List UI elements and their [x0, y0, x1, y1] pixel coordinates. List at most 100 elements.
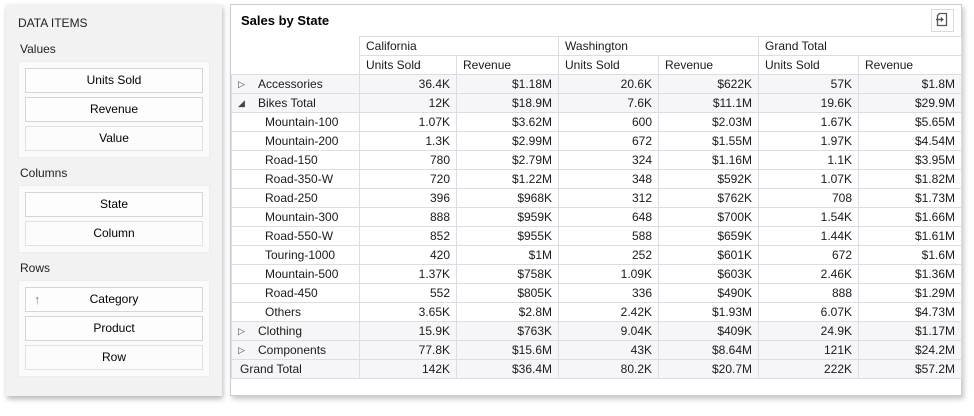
column-header-grand-total[interactable]: Grand Total: [758, 36, 963, 56]
expand-icon[interactable]: ▷: [238, 345, 245, 355]
value-cell: $24.2M: [858, 340, 963, 360]
table-row: Road-550-W 852 $955K 588 $659K 1.44K $1.61M: [231, 226, 963, 246]
value-cell: 12K: [359, 93, 457, 113]
value-cell: $1.16M: [658, 150, 760, 170]
table-row: Touring-1000 420 $1M 252 $601K 672 $1.6M: [231, 245, 963, 265]
value-cell: $1.8M: [858, 74, 963, 94]
field-chip-category[interactable]: ↑ Category: [25, 287, 203, 312]
pivot-title: Sales by State: [241, 13, 330, 28]
table-row: Road-350-W 720 $1.22M 348 $592K 1.07K $1.82M: [231, 169, 963, 189]
row-label: Road-550-W: [231, 226, 360, 246]
column-header-washington[interactable]: Washington: [558, 36, 760, 56]
field-chip-product[interactable]: Product: [25, 316, 203, 341]
row-label-text: Components: [258, 343, 327, 357]
value-cell: $18.9M: [455, 93, 560, 113]
field-chip-label: Category: [89, 292, 139, 306]
value-cell: $4.54M: [858, 131, 963, 151]
export-icon: [935, 12, 950, 30]
value-cell: 1.07K: [359, 112, 457, 132]
field-chip-state[interactable]: State: [25, 192, 203, 217]
value-cell: $20.7M: [658, 359, 760, 379]
measure-header-row: Units Sold Revenue Units Sold Revenue Units …: [232, 55, 963, 75]
row-label-text: Mountain-200: [265, 134, 339, 148]
value-cell: $1.66M: [858, 207, 963, 227]
section-label: Columns: [20, 166, 68, 180]
row-label-text: Road-250: [265, 191, 318, 205]
value-cell: 6.07K: [758, 302, 860, 322]
value-cell: $763K: [455, 321, 560, 341]
value-cell: 121K: [758, 340, 860, 360]
value-cell: $1.36M: [858, 264, 963, 284]
field-chip-label: Units Sold: [86, 73, 142, 87]
table-row: Mountain-500 1.37K $758K 1.09K $603K 2.46K $1.…: [231, 264, 963, 284]
value-cell: 252: [558, 245, 660, 265]
row-label-text: Road-550-W: [265, 229, 334, 243]
table-row: ▷ Clothing 15.9K $763K 9.04K $409K 24.9K $1.17M: [231, 321, 963, 341]
value-cell: 1.44K: [758, 226, 860, 246]
field-chip-label: State: [99, 197, 129, 211]
row-label[interactable]: ▷ Components: [231, 340, 360, 360]
export-button[interactable]: [931, 9, 954, 32]
row-label-text: Bikes Total: [258, 96, 316, 110]
value-cell: $700K: [658, 207, 760, 227]
row-label: Touring-1000: [231, 245, 360, 265]
field-chip-column[interactable]: Column: [25, 221, 203, 246]
row-label[interactable]: ▷ Clothing: [231, 321, 360, 341]
field-chip-row[interactable]: Row: [25, 345, 203, 370]
row-label[interactable]: ◢ Bikes Total: [231, 93, 360, 113]
value-cell: $1.61M: [858, 226, 963, 246]
field-chip-value[interactable]: Value: [25, 126, 203, 151]
field-section-rows: Rows ↑ Category Product Row: [18, 261, 210, 377]
value-cell: $2.79M: [455, 150, 560, 170]
pivot-column-headers: California Washington Grand Total Units Sol…: [231, 36, 963, 75]
value-cell: 336: [558, 283, 660, 303]
sort-ascending-icon: ↑: [34, 292, 41, 307]
collapse-icon[interactable]: ◢: [238, 98, 245, 108]
value-cell: $959K: [455, 207, 560, 227]
value-cell: $762K: [658, 188, 760, 208]
value-cell: $1M: [455, 245, 560, 265]
value-cell: $758K: [455, 264, 560, 284]
value-cell: 888: [758, 283, 860, 303]
measure-header-revenue[interactable]: Revenue: [455, 55, 560, 75]
row-label-text: Road-450: [265, 286, 318, 300]
table-row: ▷ Accessories 36.4K $1.18M 20.6K $622K 57K $1.8…: [231, 74, 963, 94]
column-group-row: California Washington Grand Total: [231, 36, 963, 75]
row-label: Mountain-100: [231, 112, 360, 132]
row-label-text: Mountain-500: [265, 267, 339, 281]
row-label-text: Road-150: [265, 153, 318, 167]
expand-icon[interactable]: ▷: [238, 79, 245, 89]
measure-header-revenue[interactable]: Revenue: [658, 55, 760, 75]
measure-header-revenue[interactable]: Revenue: [858, 55, 963, 75]
expand-icon[interactable]: ▷: [238, 326, 245, 336]
row-label-text: Grand Total: [240, 362, 302, 376]
column-header-california[interactable]: California: [358, 36, 560, 56]
table-row: Grand Total 142K $36.4M 80.2K $20.7M 222K $57.…: [231, 359, 963, 379]
value-cell: 1.09K: [558, 264, 660, 284]
value-cell: 1.3K: [359, 131, 457, 151]
row-label-text: Others: [265, 305, 302, 319]
measure-header-units-sold[interactable]: Units Sold: [359, 55, 457, 75]
row-label: Road-250: [231, 188, 360, 208]
value-cell: $601K: [658, 245, 760, 265]
value-cell: $36.4M: [455, 359, 560, 379]
field-chip-units-sold[interactable]: Units Sold: [25, 68, 203, 93]
row-label: Mountain-500: [231, 264, 360, 284]
value-cell: $659K: [658, 226, 760, 246]
value-cell: $11.1M: [658, 93, 760, 113]
row-label: Grand Total: [231, 359, 360, 379]
row-label: Road-350-W: [231, 169, 360, 189]
field-chip-revenue[interactable]: Revenue: [25, 97, 203, 122]
value-cell: $2.8M: [455, 302, 560, 322]
value-cell: 888: [359, 207, 457, 227]
value-cell: $603K: [658, 264, 760, 284]
value-cell: 396: [359, 188, 457, 208]
measure-header-units-sold[interactable]: Units Sold: [558, 55, 660, 75]
value-cell: $15.6M: [455, 340, 560, 360]
table-row: Mountain-100 1.07K $3.62M 600 $2.03M 1.67K $5.…: [231, 112, 963, 132]
table-row: ◢ Bikes Total 12K $18.9M 7.6K $11.1M 19.6K $29.…: [231, 93, 963, 113]
row-label[interactable]: ▷ Accessories: [231, 74, 360, 94]
measure-header-units-sold[interactable]: Units Sold: [758, 55, 860, 75]
value-cell: $1.6M: [858, 245, 963, 265]
table-row: Mountain-300 888 $959K 648 $700K 1.54K $1.66M: [231, 207, 963, 227]
